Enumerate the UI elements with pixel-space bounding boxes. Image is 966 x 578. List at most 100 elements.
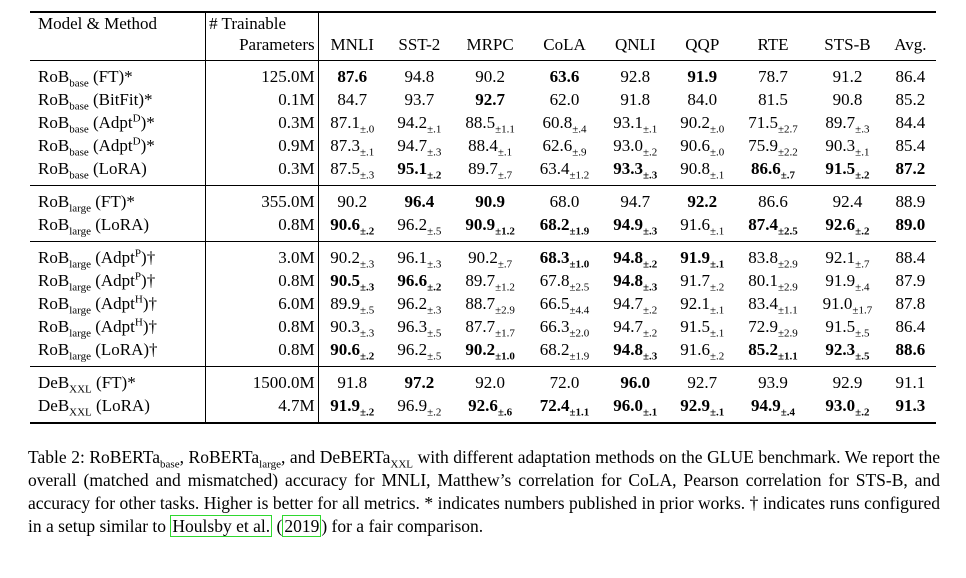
score-std: ±2.0 [569,326,590,339]
model-size: base [69,76,89,89]
score-value: 96.3 [397,316,428,336]
score-cell: 88.6 [885,338,936,367]
method-suffix: )† [142,293,158,313]
score-value: 90.2 [680,112,711,132]
method-name: (LoRA)† [90,339,158,359]
score-cell: 62.0 [527,88,601,111]
score-std: ±.5 [427,326,442,339]
score-cell: 90.9±1.2 [453,213,527,242]
score-value: 90.3 [825,135,856,155]
score-std: ±2.2 [778,145,798,158]
score-value: 90.2 [468,247,498,267]
score-cell: 88.4±.1 [453,134,527,158]
table-row: RoBbase (BitFit)* 0.1M 84.7 93.7 92.7 62.0 91.… [30,88,936,111]
score-std: ±1.1 [778,349,798,362]
score-std: ±1.1 [778,303,798,316]
score-cell: 94.2±.1 [386,111,453,135]
table-row: DeBXXL (LoRA) 4.7M 91.9±.2 96.9±.2 92.6±.6 72… [30,394,936,423]
score-std: ±.2 [427,280,442,293]
score-std: ±.1 [710,257,725,270]
score-value: 94.7 [613,316,643,336]
caption-text: with different adaptation methods on the… [28,447,940,536]
score-value: 84.4 [895,112,926,132]
score-value: 88.4 [468,135,498,155]
method-suffix: )* [140,135,155,155]
score-std: ±.3 [427,145,442,158]
score-value: 90.6 [680,135,711,155]
method-suffix: )† [142,316,158,336]
method-variant: P [134,246,142,259]
score-cell: 75.9±2.2 [736,134,810,158]
score-value: 91.3 [895,395,926,415]
table-row: RoBlarge (FT)* 355.0M 90.2 96.4 90.9 68.0 94.7… [30,185,936,213]
score-std: ±.3 [855,122,870,135]
score-value: 92.9 [832,372,863,392]
score-value: 63.4 [539,158,570,178]
score-std: ±.2 [427,405,442,418]
score-value: 72.0 [549,372,580,392]
model-size: XXL [69,405,92,418]
score-value: 91.7 [680,270,711,290]
citation-link[interactable]: Houlsby et al. [170,515,273,537]
model-name: RoB [38,270,70,290]
score-value: 94.7 [613,293,643,313]
score-cell: 85.4 [885,134,936,157]
score-cell: 91.9 [668,60,736,88]
score-value: 87.4 [748,214,778,234]
score-std: ±.2 [855,168,870,181]
score-value: 75.9 [748,135,778,155]
method-cell: RoBlarge (FT)* [30,185,207,213]
score-value: 90.6 [330,214,360,234]
score-cell: 91.1 [884,366,936,394]
score-cell: 87.7±1.7 [453,315,527,339]
score-value: 92.6 [825,214,856,234]
method-cell: RoBbase (LoRA) [30,157,207,186]
method-variant: H [134,315,143,328]
header-cell: RTE [757,34,789,54]
score-cell: 91.2 [810,60,885,88]
score-cell: 83.8±2.9 [735,241,811,269]
score-cell: 90.2±.0 [669,111,736,135]
score-value: 93.7 [404,89,435,109]
score-cell: 91.8 [318,366,386,394]
score-cell: 96.4 [385,185,453,213]
caption-text: , RoBERTa [179,447,260,467]
score-cell: 94.9±.4 [736,394,810,423]
method-name: (Adpt [90,316,135,336]
score-cell: 90.5±.3 [318,269,386,293]
caption-sub: XXL [390,458,413,471]
score-cell: 85.2±1.1 [736,338,810,367]
table-row: RoBbase (LoRA) 0.3M 87.5±.3 95.1±.2 89.7±.7 6… [30,157,936,186]
score-std: ±.2 [642,326,658,339]
score-value: 67.8 [539,270,570,290]
score-value: 90.6 [330,339,360,359]
method-name: (Adpt [90,270,135,290]
header-cell [736,12,810,34]
score-value: 96.4 [404,191,435,211]
method-name: (FT)* [88,66,133,86]
score-cell: 96.0 [601,366,669,394]
method-suffix: )† [141,247,156,267]
score-std: ±.1 [642,405,658,418]
score-cell: 90.8 [810,88,884,111]
score-std: ±1.7 [495,326,515,339]
score-cell: 89.7±.3 [810,111,884,135]
score-value: 95.1 [397,158,428,178]
score-value: 96.0 [613,395,643,415]
score-std: ±.1 [710,168,725,181]
score-std: ±1.7 [852,303,873,316]
header-cell [318,12,386,34]
score-cell: 89.0 [885,213,936,242]
model-name: RoB [38,112,70,132]
score-std: ±.2 [710,280,725,293]
score-std: ±1.1 [495,122,515,135]
score-value: 94.2 [397,112,428,132]
method-cell: DeBXXL (LoRA) [30,394,207,423]
model-name: RoB [38,158,70,178]
citation-link[interactable]: 2019 [282,515,322,537]
score-std: ±.3 [642,280,658,293]
score-cell: 66.5±4.4 [527,292,601,316]
score-cell: 72.4±1.1 [527,394,601,423]
score-value: 88.9 [895,191,926,211]
score-std: ±.5 [427,224,442,237]
